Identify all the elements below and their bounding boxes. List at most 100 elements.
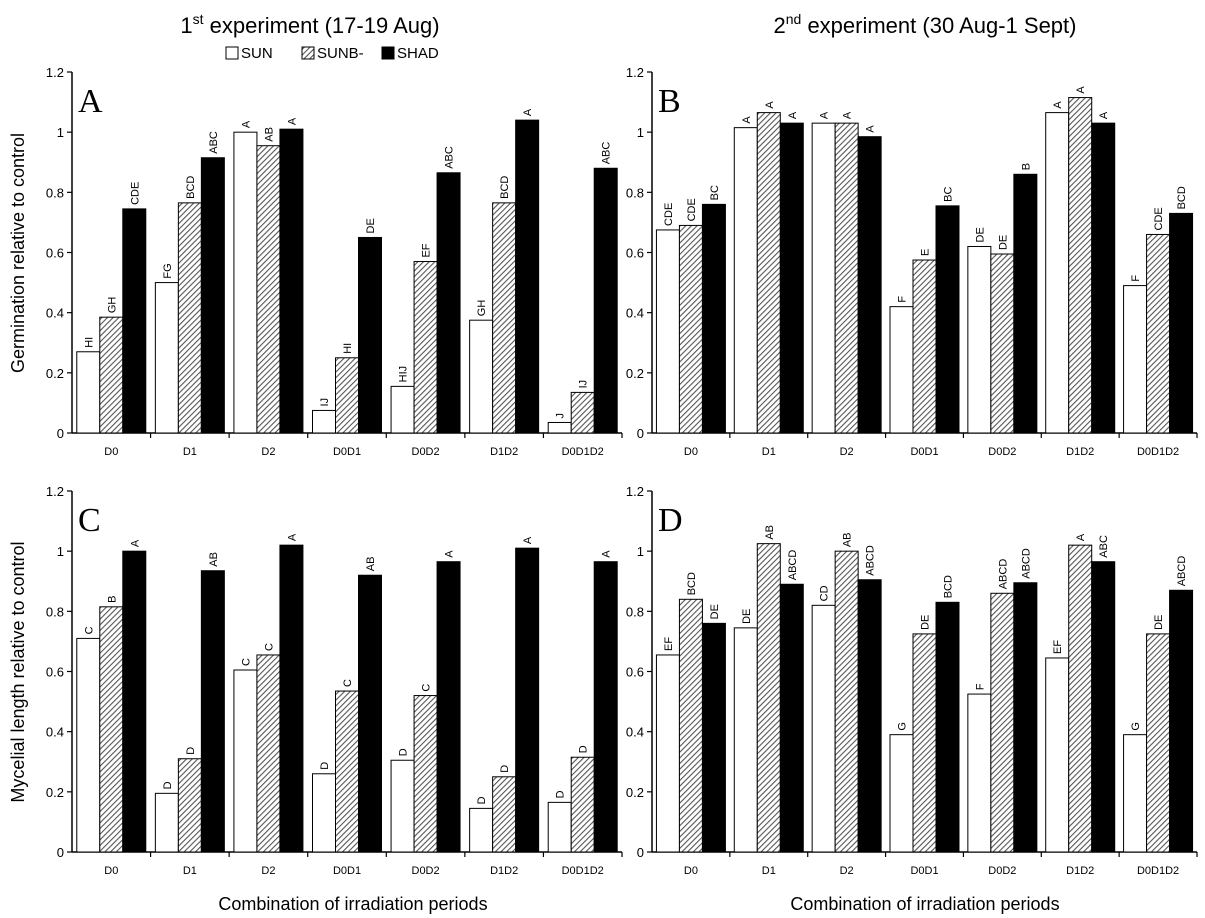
- bar-significance-label: G: [897, 722, 909, 731]
- bar-shad: [593, 561, 618, 853]
- bar-shad: [200, 157, 225, 434]
- bar-significance-label: D: [185, 747, 197, 755]
- bar-sunb: [335, 357, 359, 434]
- bar-significance-label: ABC: [208, 131, 220, 154]
- bar-significance-label: AB: [263, 127, 275, 142]
- bar-significance-label: DE: [1153, 615, 1165, 630]
- bar-sunb: [834, 550, 859, 853]
- bar-significance-label: ABC: [1098, 535, 1110, 558]
- bar-significance-label: HI: [83, 337, 95, 348]
- bar-significance-label: A: [129, 539, 141, 547]
- bar-significance-label: EF: [421, 243, 433, 257]
- bar-significance-label: CD: [819, 585, 831, 601]
- bar-sunb: [570, 391, 595, 434]
- y-tick-label: 0.8: [46, 185, 64, 200]
- bar-significance-label: J: [555, 413, 567, 419]
- bar-sun: [1045, 112, 1070, 434]
- y-tick-label: 0.2: [626, 366, 644, 381]
- bar-sunb: [1146, 633, 1171, 853]
- y-tick-label: 0: [57, 426, 64, 441]
- x-tick-label: D0D1D2: [562, 446, 604, 458]
- bar-significance-label: D: [578, 745, 590, 753]
- bar-sunb: [413, 261, 438, 434]
- bar-sunb: [99, 606, 124, 853]
- bar-significance-label: D: [398, 748, 410, 756]
- x-tick-label: D1D2: [1066, 865, 1094, 877]
- bar-sun: [547, 801, 572, 853]
- y-tick-label: 0.8: [626, 185, 644, 200]
- bar-significance-label: D: [499, 765, 511, 773]
- experiment-2-title: 2nd experiment (30 Aug-1 Sept): [774, 11, 1077, 38]
- bar-significance-label: AB: [365, 557, 377, 572]
- bar-sun: [811, 122, 836, 434]
- bar-significance-label: D: [162, 781, 174, 789]
- bar-significance-label: EF: [663, 637, 675, 651]
- bar-significance-label: AB: [764, 525, 776, 540]
- bar-significance-label: DE: [974, 227, 986, 242]
- bar-significance-label: BCD: [943, 575, 955, 598]
- bar-sunb: [834, 122, 859, 434]
- x-tick-label: D1D2: [490, 865, 518, 877]
- bar-sunb: [1068, 97, 1093, 434]
- y-tick-label: 0.8: [626, 604, 644, 619]
- bar-significance-label: CDE: [129, 182, 141, 205]
- bar-shad: [515, 547, 540, 853]
- bar-shad: [1091, 122, 1116, 434]
- bar-shad: [122, 208, 147, 434]
- bar-shad: [358, 236, 382, 434]
- bar-sun: [312, 773, 336, 853]
- bar-sunb: [256, 654, 281, 853]
- bar-significance-label: A: [522, 536, 534, 544]
- bar-significance-label: D: [319, 762, 331, 770]
- bar-shad: [436, 172, 461, 434]
- panel-letter: A: [78, 83, 103, 120]
- bar-significance-label: DE: [365, 218, 377, 233]
- bar-significance-label: F: [974, 683, 986, 690]
- bar-sunb: [335, 690, 359, 853]
- bar-significance-label: A: [444, 550, 456, 558]
- bar-sun: [655, 229, 680, 434]
- y-tick-label: 1: [637, 544, 644, 559]
- bar-sunb: [912, 633, 937, 853]
- bar-significance-label: A: [741, 116, 753, 124]
- bar-shad: [1013, 173, 1038, 434]
- bar-significance-label: C: [421, 684, 433, 692]
- bar-sunb: [99, 316, 124, 434]
- panel-letter: B: [658, 83, 681, 120]
- bar-significance-label: DE: [920, 615, 932, 630]
- y-axis-label-mycelial: Mycelial length relative to control: [8, 541, 28, 802]
- bar-sun: [1045, 657, 1070, 853]
- bar-sunb: [756, 112, 781, 434]
- y-tick-label: 0: [57, 845, 64, 860]
- bar-significance-label: A: [1098, 111, 1110, 119]
- bar-shad: [701, 203, 726, 434]
- legend: SUN SUNB- SHAD: [225, 45, 439, 62]
- y-tick-label: 0.6: [626, 665, 644, 680]
- bar-significance-label: G: [1130, 722, 1142, 731]
- bar-sun: [390, 759, 415, 853]
- bar-significance-label: ABCD: [997, 559, 1009, 590]
- x-tick-label: D2: [261, 446, 275, 458]
- bar-shad: [1169, 589, 1194, 853]
- x-tick-label: D1: [762, 865, 776, 877]
- bar-sun: [233, 669, 258, 853]
- bar-sunb: [413, 695, 438, 853]
- bar-shad: [1091, 561, 1116, 853]
- bar-significance-label: D: [476, 796, 488, 804]
- y-tick-label: 0.6: [46, 665, 64, 680]
- bar-sunb: [1068, 544, 1093, 853]
- bar-significance-label: ABCD: [1020, 548, 1032, 579]
- bar-sun: [154, 792, 179, 853]
- panel-b: 0 0.2 0.4 0.6 0.8 1 1.2 B D0 CDE CDE BC D1 A A A D2 A A A D0…: [626, 65, 1198, 458]
- x-tick-label: D0D2: [988, 865, 1016, 877]
- bar-sun: [390, 385, 415, 434]
- bar-significance-label: A: [286, 533, 298, 541]
- bar-significance-label: A: [764, 101, 776, 109]
- bar-sun: [1123, 734, 1148, 853]
- bar-significance-label: A: [601, 550, 613, 558]
- panel-c: 0 0.2 0.4 0.6 0.8 1 1.2 C D0 C B A D1 D D AB D2 C C A D0D1 D C…: [46, 484, 623, 877]
- legend-label-sun: SUN: [241, 45, 273, 62]
- bar-significance-label: DE: [709, 604, 721, 619]
- x-tick-label: D2: [261, 865, 275, 877]
